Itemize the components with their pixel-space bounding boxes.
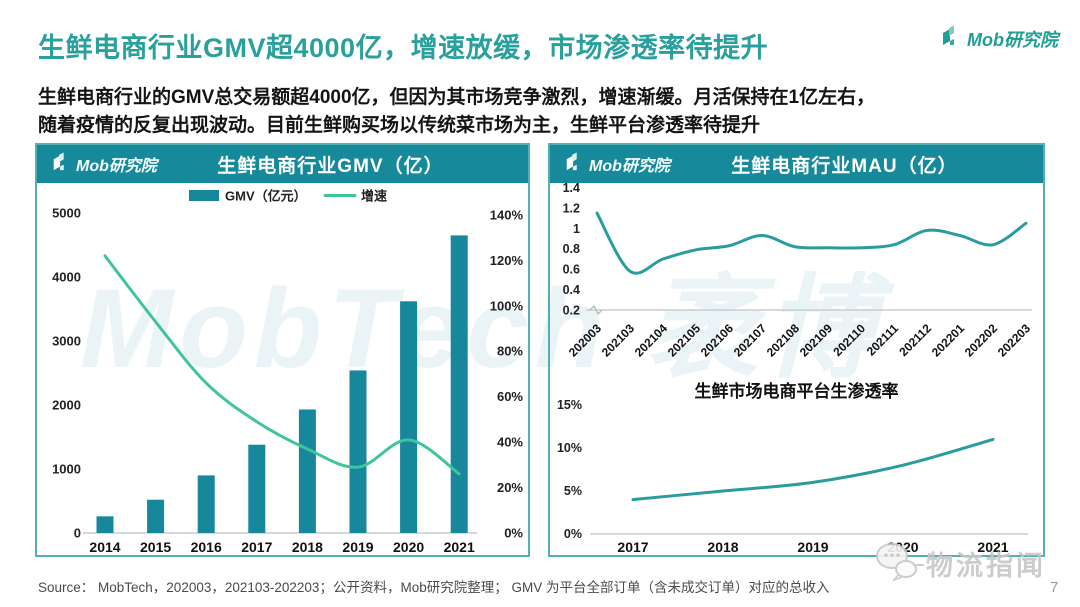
y-axis-tick: 15%: [557, 399, 582, 412]
x-axis-tick: 2019: [797, 539, 828, 555]
axis-break-icon: [589, 304, 603, 316]
x-axis-tick: 202104: [632, 321, 670, 359]
legend-label-gmv: GMV（亿元）: [225, 189, 307, 204]
y-axis-tick: 10%: [557, 441, 582, 455]
x-axis-tick: 2018: [707, 539, 738, 555]
subtitle-line-2: 随着疫情的反复出现波动。目前生鲜购买场以传统菜市场为主，生鲜平台渗透率待提升: [38, 115, 761, 136]
chat-bubbles-icon: [872, 541, 924, 586]
header-brand-label: Mob研究院: [76, 158, 157, 175]
x-axis-tick: 202003: [566, 321, 604, 359]
brand-label: Mob研究院: [967, 29, 1058, 50]
y-axis-tick-right: 40%: [497, 435, 523, 450]
gmv-bar: [450, 235, 468, 533]
page-number: 7: [1050, 579, 1059, 596]
x-axis-tick: 202111: [864, 321, 902, 359]
source-note: Source： MobTech，202003，202103-202203；公开资…: [38, 580, 830, 595]
gmv-bar: [298, 409, 316, 533]
header-brand: Mob研究院: [564, 151, 670, 178]
mau-panel-header: Mob研究院 生鲜电商行业MAU（亿）: [550, 145, 1043, 183]
gmv-bar: [248, 444, 266, 533]
gmv-bar: [197, 475, 215, 533]
gmv-panel: Mob研究院 生鲜电商行业GMV（亿） 5000 4000 3000 2000 1000…: [35, 143, 530, 557]
x-axis-tick: 2017: [617, 539, 648, 555]
x-axis-tick: 202110: [830, 321, 868, 359]
x-axis-tick: 2018: [292, 539, 323, 553]
gmv-bar: [400, 301, 418, 533]
gmv-bar: [147, 499, 165, 533]
x-axis-tick: 202112: [896, 321, 934, 359]
y-axis-tick-left: 2000: [52, 398, 81, 413]
gmv-panel-header: Mob研究院 生鲜电商行业GMV（亿）: [37, 145, 528, 183]
y-axis-tick-right: 60%: [497, 389, 523, 404]
x-axis-tick: 2016: [191, 539, 222, 553]
penetration-line: [631, 437, 995, 502]
y-axis-tick-right: 140%: [490, 208, 524, 223]
y-axis-tick: 0.6: [563, 263, 580, 277]
y-axis-tick: 0.2: [563, 303, 580, 317]
mob-logo-icon: [51, 151, 71, 178]
y-axis-tick: 0%: [564, 527, 582, 541]
growth-line: [103, 254, 461, 476]
x-axis-tick: 202108: [764, 321, 802, 359]
x-axis-tick: 202202: [962, 321, 1000, 359]
mau-panel-title: 生鲜电商行业MAU（亿）: [731, 155, 958, 177]
y-axis-tick-right: 20%: [497, 480, 523, 495]
brand-logo: Mob研究院: [940, 24, 1058, 53]
y-axis-tick: 0.4: [563, 283, 580, 297]
x-axis-tick: 202105: [665, 321, 703, 359]
x-axis-tick: 2021: [444, 539, 475, 553]
y-axis-tick: 5%: [564, 484, 582, 498]
page-subtitle: 生鲜电商行业的GMV总交易额超4000亿，但因为其市场竞争激烈，增速渐缓。月活保…: [38, 84, 875, 140]
x-axis-tick: 2017: [241, 539, 272, 553]
mau-line: [595, 211, 1028, 275]
y-axis-tick: 1.2: [563, 201, 580, 215]
x-axis-tick: 202203: [995, 321, 1033, 359]
legend-label-growth: 增速: [361, 189, 387, 204]
mau-panel: Mob研究院 生鲜电商行业MAU（亿） 1.4 1.2 1 0.8 0.6 0.4 0.2 2…: [548, 143, 1045, 557]
watermark-label: 物流指闻: [926, 551, 1046, 581]
y-axis-tick-left: 3000: [52, 334, 81, 349]
x-axis-tick: 2015: [140, 539, 171, 553]
y-axis-tick-right: 0%: [504, 525, 523, 540]
legend-swatch-gmv: [189, 190, 219, 201]
penetration-chart-title: 生鲜市场电商平台生渗透率: [694, 382, 899, 401]
y-axis-tick-left: 5000: [52, 206, 81, 221]
x-axis-tick: 202201: [929, 321, 967, 359]
y-axis-tick-right: 80%: [497, 344, 523, 359]
mau-chart: 1.41.210.80.60.40.2202003202103202104202…: [563, 183, 1034, 359]
x-axis-tick: 2014: [89, 539, 120, 553]
subtitle-line-1: 生鲜电商行业的GMV总交易额超4000亿，但因为其市场竞争激烈，增速渐缓。月活保…: [38, 87, 876, 108]
y-axis-tick-left: 4000: [52, 270, 81, 285]
x-axis-tick: 2019: [342, 539, 373, 553]
x-axis-tick: 202106: [698, 321, 736, 359]
y-axis-tick-left: 0: [74, 526, 81, 541]
header-brand-label: Mob研究院: [589, 158, 670, 175]
gmv-bar: [96, 516, 114, 533]
header-brand: Mob研究院: [51, 151, 157, 178]
gmv-bar: [349, 370, 367, 533]
y-axis-tick-left: 1000: [52, 462, 81, 477]
y-axis-tick-right: 100%: [490, 298, 524, 313]
mob-logo-icon: [564, 151, 584, 178]
gmv-chart: 5000 4000 3000 2000 1000 0 140% 120% 100% 80% 60% 4…: [52, 189, 524, 554]
y-axis-tick-right: 120%: [490, 253, 524, 268]
x-axis-tick: 2020: [393, 539, 424, 553]
page-title: 生鲜电商行业GMV超4000亿，增速放缓，市场渗透率待提升: [38, 33, 769, 63]
x-axis-tick: 202109: [797, 321, 835, 359]
mob-logo-icon: [940, 24, 962, 53]
gmv-panel-title: 生鲜电商行业GMV（亿）: [217, 155, 444, 177]
y-axis-tick: 0.8: [563, 242, 580, 256]
x-axis-tick: 2021: [977, 539, 1008, 555]
x-axis-tick: 202107: [731, 321, 769, 359]
y-axis-tick: 1.4: [563, 183, 580, 195]
y-axis-tick: 1: [573, 222, 580, 236]
x-axis-tick: 202103: [599, 321, 637, 359]
bottom-right-watermark: 物流指闻: [872, 541, 1046, 586]
